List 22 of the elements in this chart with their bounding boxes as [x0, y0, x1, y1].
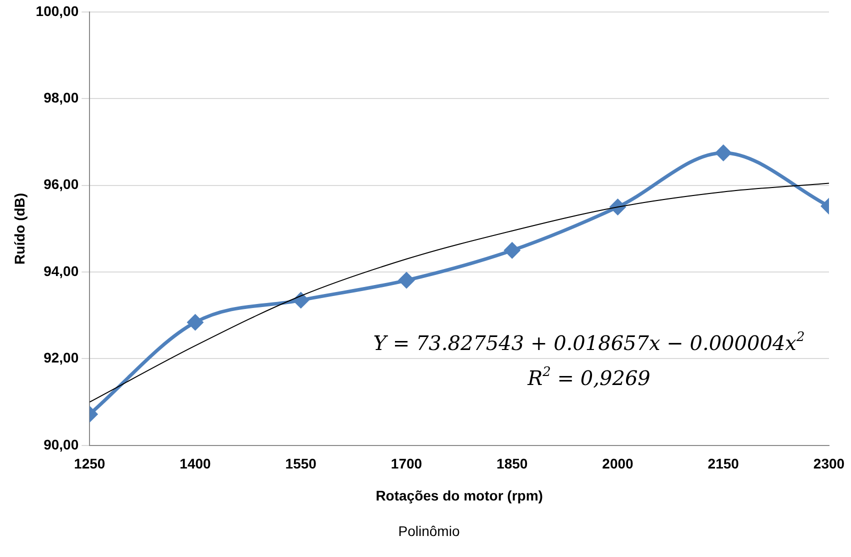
x-tick-label: 2150 — [708, 456, 740, 472]
x-tick-label: 1550 — [285, 456, 317, 472]
x-tick-label: 2300 — [813, 456, 845, 472]
point — [293, 292, 309, 308]
x-tick-label: 1700 — [390, 456, 422, 472]
x-tick-label: 1250 — [74, 456, 106, 472]
y-tick-label: 100,00 — [36, 2, 79, 19]
point — [716, 145, 732, 161]
y-tick-label: 96,00 — [44, 176, 79, 192]
x-tick-label: 1400 — [180, 456, 212, 472]
point — [187, 314, 203, 330]
y-tick-label: 92,00 — [44, 350, 79, 366]
point — [504, 242, 520, 258]
y-tick-label: 94,00 — [44, 262, 79, 279]
point — [398, 272, 414, 288]
text: Polinômio — [398, 522, 460, 539]
x-axis-title: Rotações do motor (rpm) — [376, 487, 543, 504]
y-tick-label: 98,00 — [44, 90, 79, 106]
x-tick-label: 2000 — [602, 456, 634, 472]
x-tick-label: 1850 — [496, 456, 528, 472]
y-axis-title: Ruído (dB) — [11, 192, 28, 264]
y-tick-label: 90,00 — [44, 436, 79, 452]
